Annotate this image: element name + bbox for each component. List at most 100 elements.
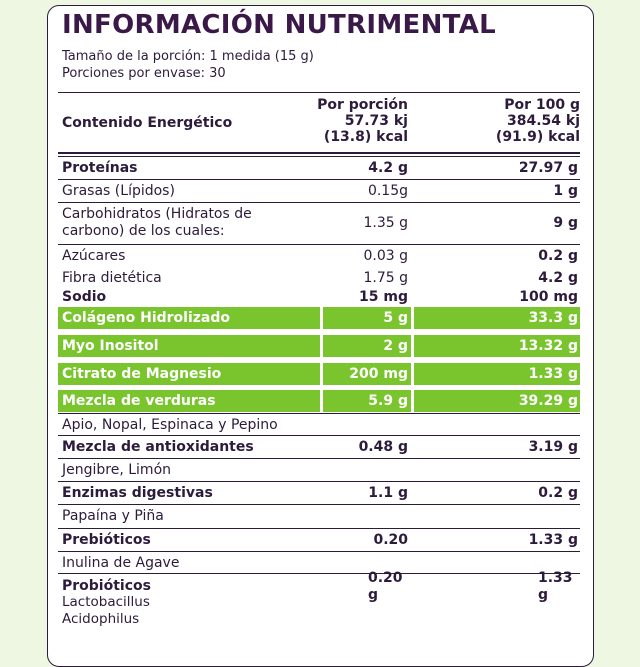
per-100g-value: 100 mg: [519, 289, 578, 305]
divider: [58, 179, 580, 180]
nutrient-row: Apio, Nopal, Espinaca y Pepino: [58, 414, 580, 436]
nutrient-label: Mezcla de verduras: [62, 393, 216, 409]
highlight-cell: [323, 363, 411, 385]
nutrient-row: Proteínas 4.2 g 27.97 g: [58, 157, 580, 179]
divider: [58, 435, 580, 436]
nutrient-label: Carbohidratos (Hidratos de carbono) de l…: [62, 206, 252, 239]
highlight-cell: [414, 307, 580, 329]
nutrient-row: Jengibre, Limón: [58, 459, 580, 481]
highlight-cell: [58, 335, 320, 357]
per-100g-value: 1.33 g: [528, 366, 578, 382]
nutrient-label: Mezcla de antioxidantes: [62, 439, 254, 455]
nutrient-row: Colágeno Hidrolizado 5 g 33.3 g: [58, 307, 580, 329]
divider: [58, 244, 580, 245]
per-serving-value: 1.35 g: [363, 215, 408, 231]
nutrient-row: Mezcla de verduras 5.9 g 39.29 g: [58, 390, 580, 412]
per-100g-value: 27.97 g: [518, 160, 578, 176]
nutrient-row: Myo Inositol 2 g 13.32 g: [58, 335, 580, 357]
per-serving-value: 5.9 g: [368, 393, 408, 409]
per-serving-value: 4.2 g: [368, 160, 408, 176]
divider: [58, 551, 580, 552]
nutrient-row: Prebióticos 0.20 1.33 g: [58, 529, 580, 551]
divider: [58, 413, 580, 414]
per-100g-value: 3.19 g: [528, 439, 578, 455]
per-100g-value: 0.2 g: [538, 485, 578, 501]
per-100g-value: 39.29 g: [518, 393, 578, 409]
divider: [58, 504, 580, 505]
per-serving-value: 0.15g: [367, 183, 408, 199]
column-header: 384.54 kj: [506, 113, 580, 129]
nutrient-note: Lactobacillus Acidophilus: [62, 594, 150, 627]
nutrient-row: Carbohidratos (Hidratos de carbono) de l…: [58, 203, 580, 243]
nutrient-label: Papaína y Piña: [62, 508, 164, 524]
nutrient-row: Citrato de Magnesio 200 mg 1.33 g: [58, 363, 580, 385]
divider: [58, 156, 580, 157]
per-100g-value: 0.2 g: [538, 248, 578, 264]
nutrient-row: Probióticos Lactobacillus Acidophilus 0.20…: [58, 570, 580, 634]
per-serving-value: 200 mg: [349, 366, 408, 382]
per-serving-value: 0.03 g: [363, 248, 408, 264]
nutrient-label: Jengibre, Limón: [62, 462, 172, 478]
highlight-cell: [414, 363, 580, 385]
highlight-cell: [58, 363, 320, 385]
nutrient-label: Probióticos: [62, 578, 151, 594]
divider: [58, 573, 580, 574]
per-100g-value: 13.32 g: [518, 338, 578, 354]
highlight-cell: [58, 390, 320, 412]
column-header: 57.73 kj: [344, 113, 408, 129]
nutrient-label: Colágeno Hidrolizado: [62, 310, 231, 326]
per-100g-value: 4.2 g: [538, 270, 578, 286]
nutrient-label: Inulina de Agave: [62, 555, 180, 571]
divider: [58, 152, 580, 154]
per-100g-value: 33.3 g: [528, 310, 578, 326]
per-100g-value: 1.33 g: [528, 532, 578, 548]
divider: [58, 458, 580, 459]
nutrient-label: Fibra dietética: [62, 270, 162, 286]
highlight-cell: [323, 335, 411, 357]
nutrient-label: Sodio: [62, 289, 107, 305]
highlight-cell: [323, 307, 411, 329]
nutrient-label: Proteínas: [62, 160, 138, 176]
column-header: Por porción: [317, 97, 408, 113]
nutrient-label: Grasas (Lípidos): [62, 183, 175, 199]
per-serving-value: 0.20 g: [368, 570, 403, 603]
nutrient-label: Apio, Nopal, Espinaca y Pepino: [62, 417, 278, 433]
per-serving-value: 5 g: [383, 310, 408, 326]
nutrient-row: Inulina de Agave: [58, 552, 580, 574]
divider: [58, 528, 580, 529]
nutrient-label: Azúcares: [62, 248, 126, 264]
nutrient-row: Azúcares 0.03 g 0.2 g: [58, 245, 580, 267]
servings-per-container: Porciones por envase: 30: [62, 66, 226, 81]
nutrient-row: Sodio 15 mg 100 mg: [58, 288, 580, 306]
highlight-cell: [58, 307, 320, 329]
per-100g-value: 1 g: [553, 183, 578, 199]
energy-label: Contenido Energético: [62, 115, 233, 131]
nutrient-row: Fibra dietética 1.75 g 4.2 g: [58, 268, 580, 288]
per-serving-value: 2 g: [383, 338, 408, 354]
nutrient-row: Papaína y Piña: [58, 505, 580, 527]
nutrient-label: Enzimas digestivas: [62, 485, 213, 501]
divider: [58, 202, 580, 203]
column-header: (91.9) kcal: [495, 129, 580, 145]
per-serving-value: 1.75 g: [363, 270, 408, 286]
highlight-cell: [414, 390, 580, 412]
page: INFORMACIÓN NUTRIMENTAL Tamaño de la por…: [47, 5, 594, 667]
per-100g-value: 9 g: [553, 215, 578, 231]
highlight-cell: [323, 390, 411, 412]
highlight-cell: [414, 335, 580, 357]
nutrient-label: Prebióticos: [62, 532, 151, 548]
divider: [58, 481, 580, 482]
column-header: (13.8) kcal: [323, 129, 408, 145]
per-serving-value: 15 mg: [359, 289, 408, 305]
nutrient-row: Mezcla de antioxidantes 0.48 g 3.19 g: [58, 436, 580, 458]
nutrient-label: Citrato de Magnesio: [62, 366, 222, 382]
nutrient-label: Myo Inositol: [62, 338, 159, 354]
per-serving-value: 1.1 g: [368, 485, 408, 501]
serving-size: Tamaño de la porción: 1 medida (15 g): [62, 49, 314, 64]
per-serving-value: 0.48 g: [358, 439, 408, 455]
column-header: Por 100 g: [504, 97, 580, 113]
nutrient-row: Grasas (Lípidos) 0.15g 1 g: [58, 180, 580, 202]
title: INFORMACIÓN NUTRIMENTAL: [62, 10, 496, 40]
nutrient-row: Enzimas digestivas 1.1 g 0.2 g: [58, 482, 580, 504]
per-100g-value: 1.33 g: [538, 570, 573, 603]
